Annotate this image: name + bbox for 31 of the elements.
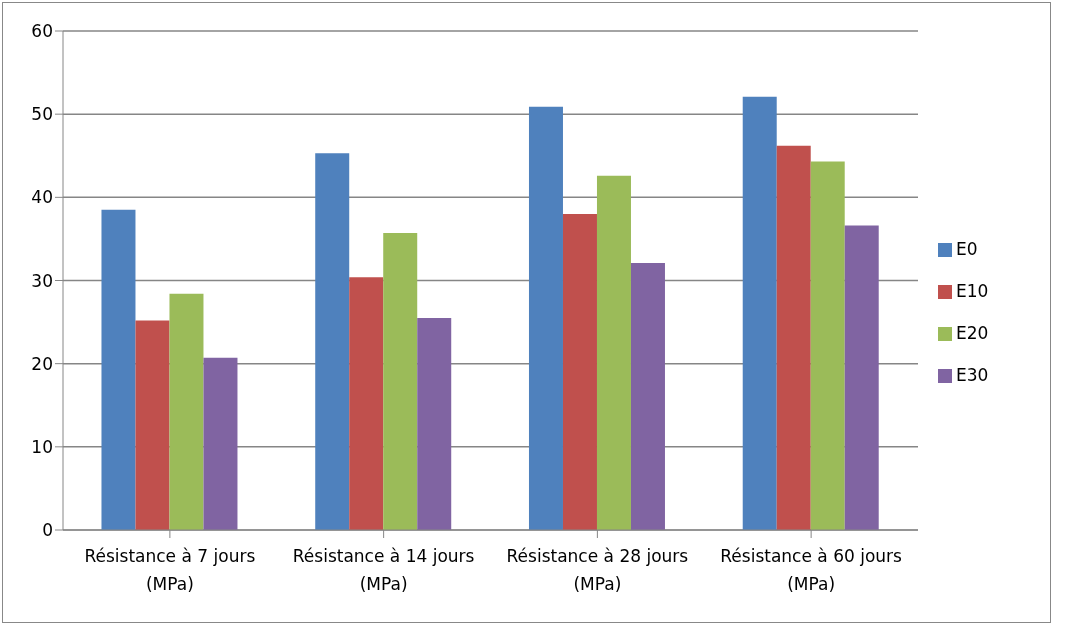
legend-label: E0 xyxy=(956,238,978,259)
y-tick-label: 10 xyxy=(31,436,53,457)
bar xyxy=(562,213,597,530)
bar xyxy=(417,317,452,530)
y-tick-label: 0 xyxy=(42,520,53,541)
bar xyxy=(101,209,136,530)
bar xyxy=(203,357,238,530)
bar xyxy=(383,233,418,530)
legend-label: E30 xyxy=(956,364,989,385)
y-tick-label: 60 xyxy=(31,21,53,42)
bar xyxy=(810,161,845,530)
bar xyxy=(135,320,170,530)
y-tick-label: 50 xyxy=(31,104,53,125)
bar xyxy=(169,293,204,530)
x-tick-label: Résistance à 7 jours (MPa) xyxy=(84,546,256,594)
x-tick-label: Résistance à 14 jours (MPa) xyxy=(292,546,475,594)
x-tick-label: Résistance à 28 jours (MPa) xyxy=(506,546,689,594)
bar xyxy=(596,175,631,530)
bar xyxy=(742,96,777,530)
bar xyxy=(315,153,350,530)
bar xyxy=(528,106,563,530)
bar xyxy=(776,145,811,530)
x-tick-label: Résistance à 60 jours (MPa) xyxy=(720,546,903,594)
y-tick-label: 40 xyxy=(31,187,53,208)
bar xyxy=(630,263,665,530)
bar xyxy=(349,277,384,530)
y-tick-label: 30 xyxy=(31,270,53,291)
legend-label: E10 xyxy=(956,280,989,301)
legend-label: E20 xyxy=(956,322,989,343)
y-tick-label: 20 xyxy=(31,353,53,374)
bar xyxy=(844,225,879,530)
